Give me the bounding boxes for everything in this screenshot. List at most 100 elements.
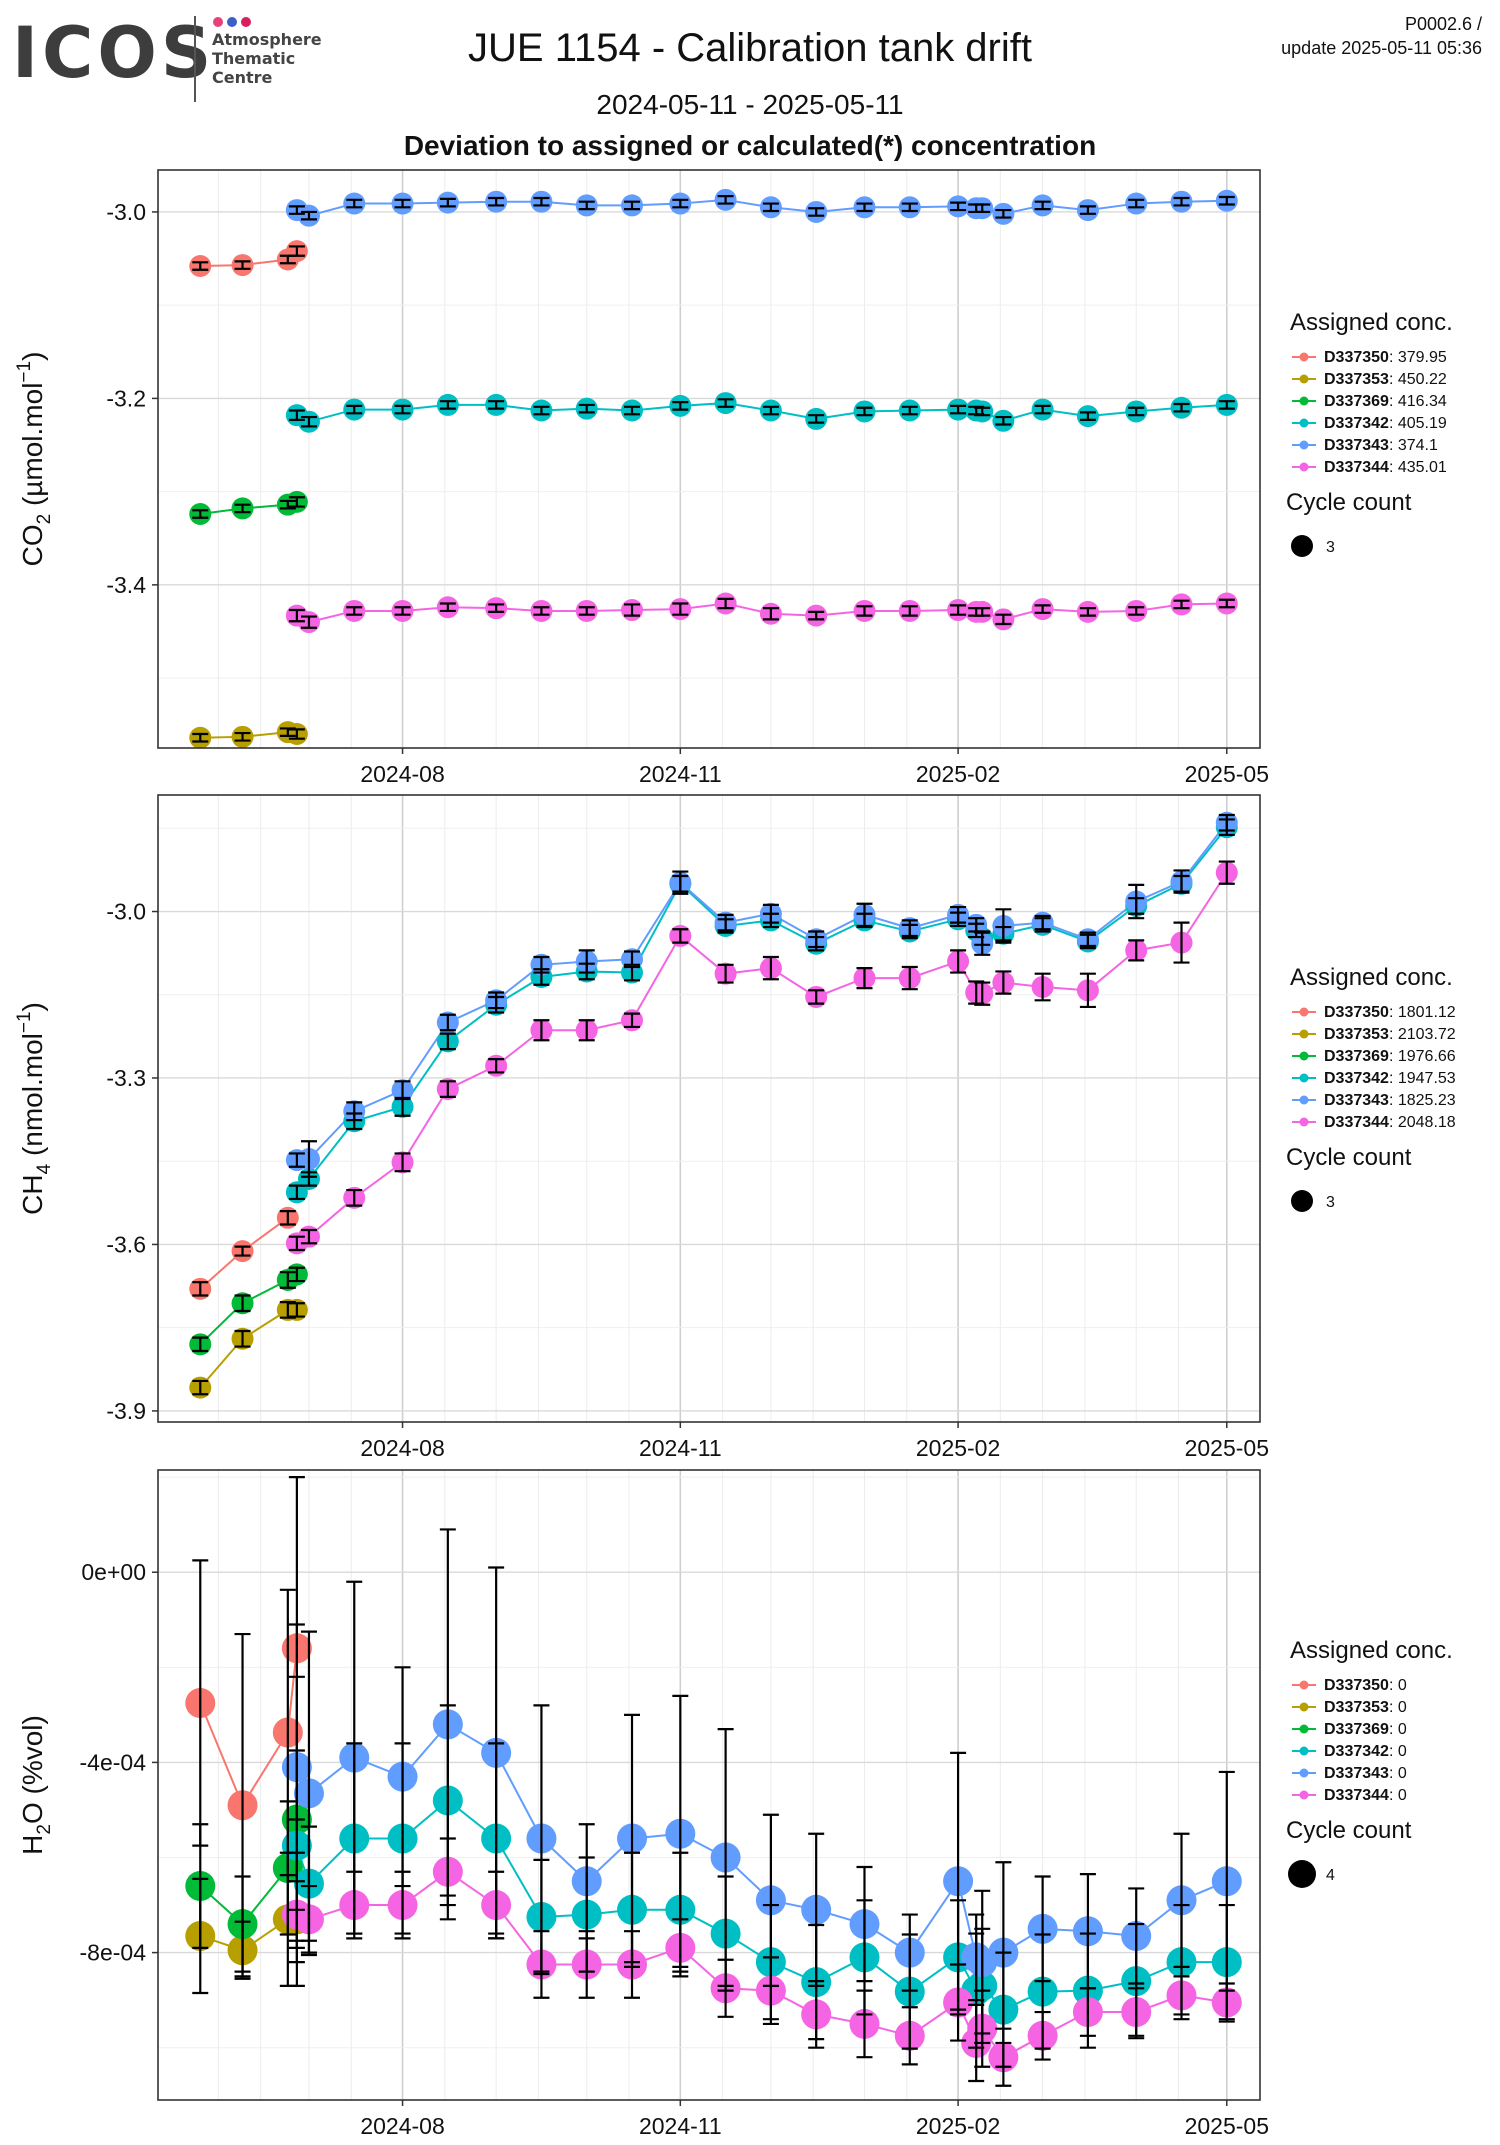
error-bar-D337342 (1173, 402, 1190, 413)
logo-dots-icon (213, 17, 251, 27)
legend: Assigned conc. D337350: 1801.12 D337353: 2… (1286, 964, 1456, 1212)
error-bar-D337344 (288, 1880, 305, 1949)
legend-entry: D337353: 450.22 (1324, 371, 1447, 388)
error-bar-D337343 (624, 950, 641, 969)
legend-entry: D337342: 405.19 (1324, 415, 1447, 432)
error-bar-D337344 (533, 606, 550, 616)
error-bar-D337369 (288, 1266, 305, 1283)
error-bar-D337344 (1173, 1975, 1190, 2016)
error-bar-D337343 (1218, 813, 1235, 832)
error-bar-D337344 (394, 606, 411, 616)
legend-key-point (1299, 1790, 1309, 1800)
error-bar-D337344 (1079, 972, 1096, 1009)
error-bar-D337344 (717, 1958, 734, 2018)
error-bar-D337343 (717, 913, 734, 932)
report-code-line-1: P0002.6 / (1404, 14, 1482, 34)
error-bar-D337342 (974, 406, 991, 417)
error-bar-D337343 (974, 931, 991, 956)
error-bar-D337343 (672, 870, 689, 895)
x-tick-label: 2024-11 (639, 761, 722, 787)
y-tick-label: 0e+00 (81, 1559, 146, 1585)
legend-entry: D337344: 0 (1324, 1787, 1407, 1804)
chart-panel-2: 2024-08 2024-11 2025-02 2025-05 -3.0 -3.3 -3.6… (14, 794, 1456, 1461)
error-bar-D337344 (300, 615, 317, 629)
logo-dot-1 (213, 17, 223, 27)
error-bar-D337344 (1034, 604, 1051, 614)
error-bar-D337343 (1218, 195, 1235, 206)
error-bar-D337343 (762, 903, 779, 924)
error-bar-D337344 (346, 1188, 363, 1207)
x-tick-label: 2024-11 (639, 2113, 722, 2139)
x-tick-label: 2025-02 (916, 761, 1000, 787)
legend-entry: D337342: 0 (1324, 1743, 1407, 1760)
error-bar-D337343 (974, 203, 991, 214)
error-bar-D337342 (488, 400, 505, 410)
legend-entry: D337344: 2048.18 (1324, 1114, 1456, 1131)
error-bar-D337369 (288, 496, 305, 508)
error-bar-D337369 (234, 503, 251, 514)
legend-size-value: 3 (1326, 1194, 1335, 1211)
error-bar-D337342 (1079, 411, 1096, 421)
error-bar-D337344 (717, 597, 734, 610)
legend-key-point (1299, 418, 1309, 428)
legend-size-value: 4 (1326, 1867, 1335, 1884)
legend-entry: D337350: 1801.12 (1324, 1004, 1456, 1021)
plot-border (157, 1469, 1261, 2101)
error-bar-D337343 (950, 905, 967, 924)
legend-key-point (1299, 440, 1309, 450)
error-bar-D337343 (1128, 1887, 1145, 1985)
x-tick-label: 2025-05 (1185, 761, 1269, 787)
error-bar-D337343 (1128, 883, 1145, 920)
error-bar-D337342 (394, 404, 411, 415)
error-bar-D337344 (950, 604, 967, 616)
logo-dot-2 (227, 17, 237, 27)
error-bar-D337342 (901, 405, 918, 416)
error-bar-D337343 (578, 200, 595, 211)
error-bar-D337343 (1173, 1832, 1190, 1968)
error-bar-D337343 (346, 198, 363, 209)
error-bar-D337344 (439, 1837, 456, 1907)
error-bar-D337343 (717, 195, 734, 205)
error-bar-D337342 (300, 415, 317, 428)
error-bar-D337343 (533, 196, 550, 207)
chart-subtitle: Deviation to assigned or calculated(*) c… (403, 130, 1097, 161)
legend-key-point (1299, 1095, 1309, 1105)
logo-sub-line-3: Centre (212, 68, 273, 87)
logo-subtitle: Atmosphere Thematic Centre (212, 30, 322, 87)
error-bar-D337344 (974, 607, 991, 617)
error-bar-D337350 (279, 1210, 296, 1226)
error-bar-D337342 (1218, 400, 1235, 410)
y-tick-label: -8e-04 (80, 1940, 147, 1966)
error-bar-D337343 (439, 197, 456, 208)
error-bar-D337344 (1128, 1987, 1145, 2037)
error-bar-D337344 (1218, 598, 1235, 609)
error-bar-D337343 (624, 200, 641, 211)
plot-background (158, 170, 1260, 748)
x-tick-label: 2024-08 (360, 2113, 444, 2139)
error-bar-D337353 (288, 1302, 305, 1318)
legend-entry: D337342: 1947.53 (1324, 1070, 1456, 1087)
error-bar-D337344 (1218, 860, 1235, 885)
legend-key-point (1299, 1768, 1309, 1778)
error-bar-D337343 (533, 955, 550, 974)
x-tick-label: 2025-02 (916, 2113, 1000, 2139)
x-tick-label: 2025-05 (1185, 2113, 1269, 2139)
error-bar-D337344 (624, 603, 641, 617)
error-bar-D337344 (578, 1019, 595, 1042)
legend-size-point (1291, 535, 1313, 557)
error-bar-D337343 (901, 1913, 918, 1992)
error-bar-D337343 (901, 919, 918, 938)
error-bar-D337343 (1079, 931, 1096, 948)
error-bar-D337344 (808, 1980, 825, 2049)
y-axis-label: CH4 (nmol.mol−1) (14, 1002, 55, 1215)
legend-title: Assigned conc. (1290, 309, 1453, 336)
legend-key-point (1299, 1746, 1309, 1756)
legend-key-point (1299, 1724, 1309, 1734)
error-bar-D337344 (624, 1930, 641, 1999)
error-bar-D337344 (856, 605, 873, 617)
error-bar-D337344 (288, 608, 305, 623)
error-bar-D337342 (762, 405, 779, 416)
legend-key-point (1299, 396, 1309, 406)
error-bar-D337369 (192, 1336, 209, 1353)
legend-key-point (1299, 1117, 1309, 1127)
